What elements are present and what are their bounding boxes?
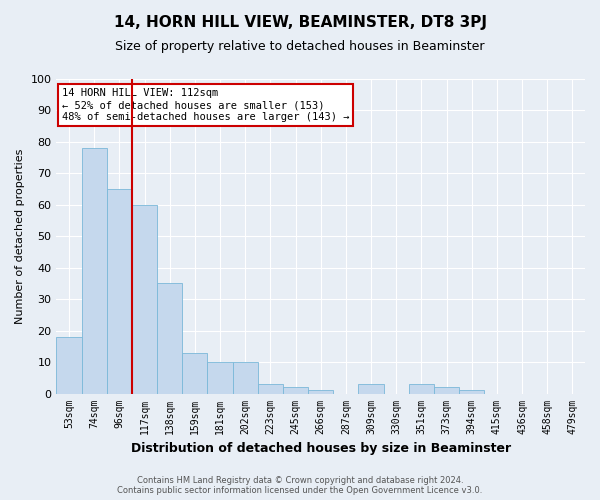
Text: Contains HM Land Registry data © Crown copyright and database right 2024.
Contai: Contains HM Land Registry data © Crown c… [118, 476, 482, 495]
Bar [233, 362, 258, 394]
Bar [182, 352, 208, 394]
Bar [132, 205, 157, 394]
Bar [208, 362, 233, 394]
Bar [409, 384, 434, 394]
X-axis label: Distribution of detached houses by size in Beaminster: Distribution of detached houses by size … [131, 442, 511, 455]
Bar [82, 148, 107, 394]
Bar [308, 390, 333, 394]
Bar [258, 384, 283, 394]
Bar [56, 337, 82, 394]
Bar [434, 388, 459, 394]
Bar [459, 390, 484, 394]
Bar [107, 189, 132, 394]
Bar [358, 384, 383, 394]
Text: Size of property relative to detached houses in Beaminster: Size of property relative to detached ho… [115, 40, 485, 53]
Text: 14 HORN HILL VIEW: 112sqm
← 52% of detached houses are smaller (153)
48% of semi: 14 HORN HILL VIEW: 112sqm ← 52% of detac… [62, 88, 349, 122]
Text: 14, HORN HILL VIEW, BEAMINSTER, DT8 3PJ: 14, HORN HILL VIEW, BEAMINSTER, DT8 3PJ [113, 15, 487, 30]
Bar [157, 284, 182, 394]
Bar [283, 388, 308, 394]
Y-axis label: Number of detached properties: Number of detached properties [15, 148, 25, 324]
